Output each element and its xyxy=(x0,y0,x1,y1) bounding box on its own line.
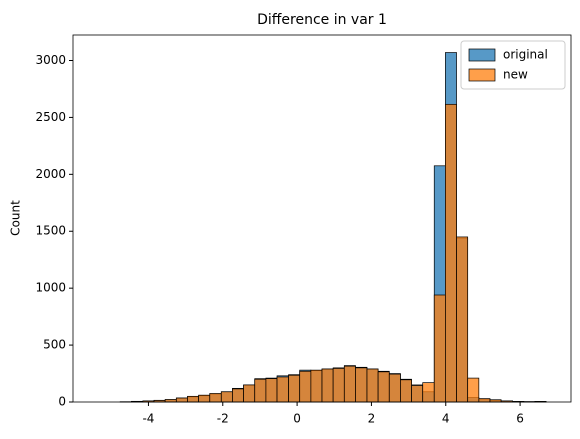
y-tick-label: 500 xyxy=(43,338,66,352)
y-tick-label: 1500 xyxy=(35,224,66,238)
y-tick-label: 0 xyxy=(58,395,66,409)
bar xyxy=(187,396,198,402)
bar xyxy=(210,393,222,402)
bar xyxy=(423,383,435,402)
legend-swatch xyxy=(469,69,495,81)
bar xyxy=(412,385,423,402)
bar xyxy=(434,295,445,402)
bar xyxy=(400,380,411,402)
y-tick-label: 2000 xyxy=(35,167,66,181)
y-tick-label: 1000 xyxy=(35,281,66,295)
x-tick-label: 4 xyxy=(442,412,450,426)
y-tick-label: 2500 xyxy=(35,110,66,124)
bar xyxy=(300,371,311,402)
bar xyxy=(255,379,266,402)
bar xyxy=(311,370,322,402)
bar xyxy=(289,375,300,402)
bar xyxy=(344,366,355,402)
bar xyxy=(322,369,333,402)
legend-label: original xyxy=(503,48,548,62)
chart-title: Difference in var 1 xyxy=(257,12,387,28)
x-tick-label: 0 xyxy=(293,412,301,426)
bar xyxy=(445,104,456,402)
bar xyxy=(277,377,289,402)
bar xyxy=(479,399,490,402)
x-tick-label: -2 xyxy=(217,412,229,426)
bar xyxy=(378,372,389,402)
plot-frame xyxy=(73,35,571,402)
bar xyxy=(266,379,277,402)
bar xyxy=(367,369,378,402)
x-tick-label: 6 xyxy=(516,412,524,426)
bar xyxy=(389,374,400,402)
y-tick-label: 3000 xyxy=(35,53,66,67)
bar xyxy=(355,368,367,402)
y-axis-label: Count xyxy=(9,200,23,236)
bar xyxy=(232,389,243,402)
bar xyxy=(457,237,468,402)
bar xyxy=(221,392,232,402)
legend-swatch xyxy=(469,49,495,61)
bar xyxy=(333,368,344,402)
bar xyxy=(199,395,210,402)
x-tick-label: 2 xyxy=(368,412,376,426)
x-tick-label: -4 xyxy=(142,412,154,426)
bar xyxy=(244,385,255,402)
legend-label: new xyxy=(503,68,528,82)
bar xyxy=(176,398,187,402)
bar xyxy=(468,378,479,402)
